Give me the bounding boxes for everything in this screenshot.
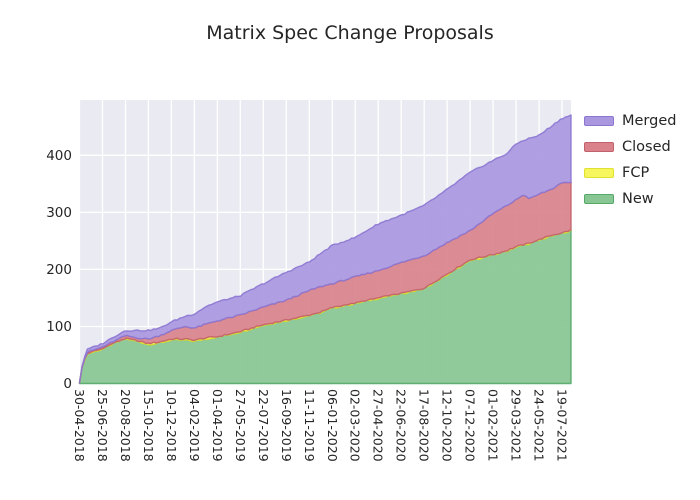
legend-item-closed: Closed [584, 134, 676, 160]
x-tick-label: 27-04-2020 [371, 389, 386, 462]
legend-label-new: New [622, 190, 654, 207]
x-tick-label: 06-01-2020 [325, 389, 340, 462]
y-tick-label: 100 [46, 319, 72, 335]
x-tick-label: 04-02-2019 [187, 389, 202, 462]
y-tick-label: 400 [46, 148, 72, 164]
x-tick-label: 20-08-2018 [118, 389, 133, 462]
x-tick-label: 27-05-2019 [233, 389, 248, 462]
x-tick-label: 16-09-2019 [279, 389, 294, 462]
legend-item-fcp: FCP [584, 160, 676, 186]
x-tick-label: 30-04-2018 [72, 389, 87, 462]
x-tick-label: 07-12-2020 [463, 389, 478, 462]
chart-title: Matrix Spec Change Proposals [206, 22, 494, 44]
legend: Merged Closed FCP New [584, 108, 676, 212]
x-tick-label: 01-04-2019 [210, 389, 225, 462]
x-tick-label: 22-06-2020 [394, 389, 409, 462]
y-tick-label: 200 [46, 262, 72, 278]
x-tick-label: 22-07-2019 [256, 389, 271, 462]
fcp-swatch-icon [584, 168, 614, 178]
area-merged [78, 114, 572, 384]
legend-item-new: New [584, 186, 676, 212]
x-tick-label: 12-10-2020 [440, 389, 455, 462]
x-tick-label: 01-02-2021 [486, 389, 501, 462]
y-tick-label: 300 [46, 205, 72, 221]
legend-label-merged: Merged [622, 112, 677, 129]
x-tick-label: 29-03-2021 [509, 389, 524, 462]
x-tick-label: 10-12-2018 [164, 389, 179, 462]
x-tick-label: 15-10-2018 [141, 389, 156, 462]
x-tick-label: 17-08-2020 [417, 389, 432, 462]
y-tick-label: 0 [63, 376, 72, 392]
closed-swatch-icon [584, 142, 614, 152]
new-swatch-icon [584, 194, 614, 204]
x-tick-label: 11-11-2019 [302, 389, 317, 462]
merged-swatch-icon [584, 116, 614, 126]
x-tick-label: 24-05-2021 [532, 389, 547, 462]
legend-item-merged: Merged [584, 108, 676, 134]
legend-label-fcp: FCP [622, 164, 650, 181]
x-tick-label: 19-07-2021 [555, 389, 570, 462]
x-tick-label: 25-06-2018 [95, 389, 110, 462]
legend-label-closed: Closed [622, 138, 671, 155]
x-tick-label: 02-03-2020 [348, 389, 363, 462]
